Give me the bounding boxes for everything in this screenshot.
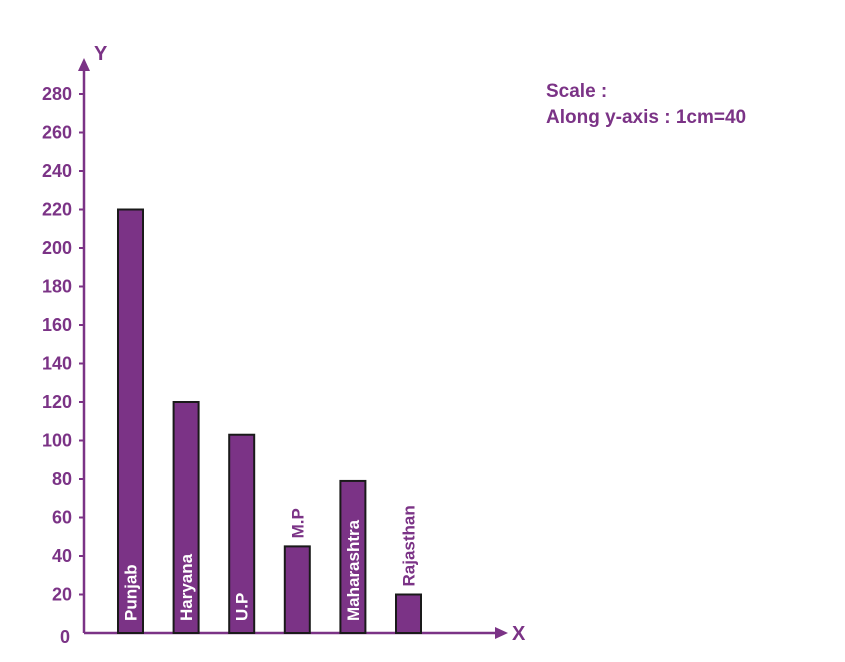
scale-title: Scale : (546, 81, 608, 102)
bar-category-label: Rajasthan (400, 505, 419, 586)
y-tick-label: 220 (42, 200, 72, 220)
bar-category-label: Maharashtra (344, 519, 363, 621)
bar (117, 208, 144, 634)
bar-category-label: U.P (233, 593, 252, 621)
bar (228, 433, 256, 634)
x-axis-label: X (512, 623, 526, 645)
bar (339, 479, 367, 634)
y-tick-label: 140 (42, 354, 72, 374)
bar-category-label: M.P (288, 508, 307, 538)
y-tick-label: 80 (52, 469, 72, 489)
bars: Punjab Haryana U.P M.P Maharashtra Rajasthan (117, 208, 422, 634)
x-axis-arrow (495, 627, 508, 639)
y-tick-label: 160 (42, 315, 72, 335)
bar-category-label: Punjab (122, 564, 141, 621)
y-tick-label: 100 (42, 431, 72, 451)
bar (172, 401, 200, 634)
y-tick-label: 260 (42, 123, 72, 143)
scale-detail: Along y-axis : 1cm=40 (546, 107, 747, 128)
y-axis-ticks: 0 20 40 60 80 100 120 140 160 180 200 220 240 260 280 (42, 84, 84, 647)
bar (283, 545, 311, 634)
y-tick-label: 280 (42, 84, 72, 104)
y-tick-label: 240 (42, 161, 72, 181)
y-tick-label: 200 (42, 238, 72, 258)
y-tick-label: 60 (52, 508, 72, 528)
y-tick-label: 120 (42, 392, 72, 412)
y-tick-label: 20 (52, 585, 72, 605)
y-tick-label: 180 (42, 277, 72, 297)
y-tick-label: 0 (60, 627, 70, 647)
y-axis-arrow (78, 58, 90, 71)
y-tick-label: 40 (52, 546, 72, 566)
scale-annotation: Scale : Along y-axis : 1cm=40 (546, 79, 746, 131)
bar (395, 593, 422, 634)
y-axis-label: Y (94, 43, 108, 65)
bar-category-label: Haryana (177, 553, 196, 621)
